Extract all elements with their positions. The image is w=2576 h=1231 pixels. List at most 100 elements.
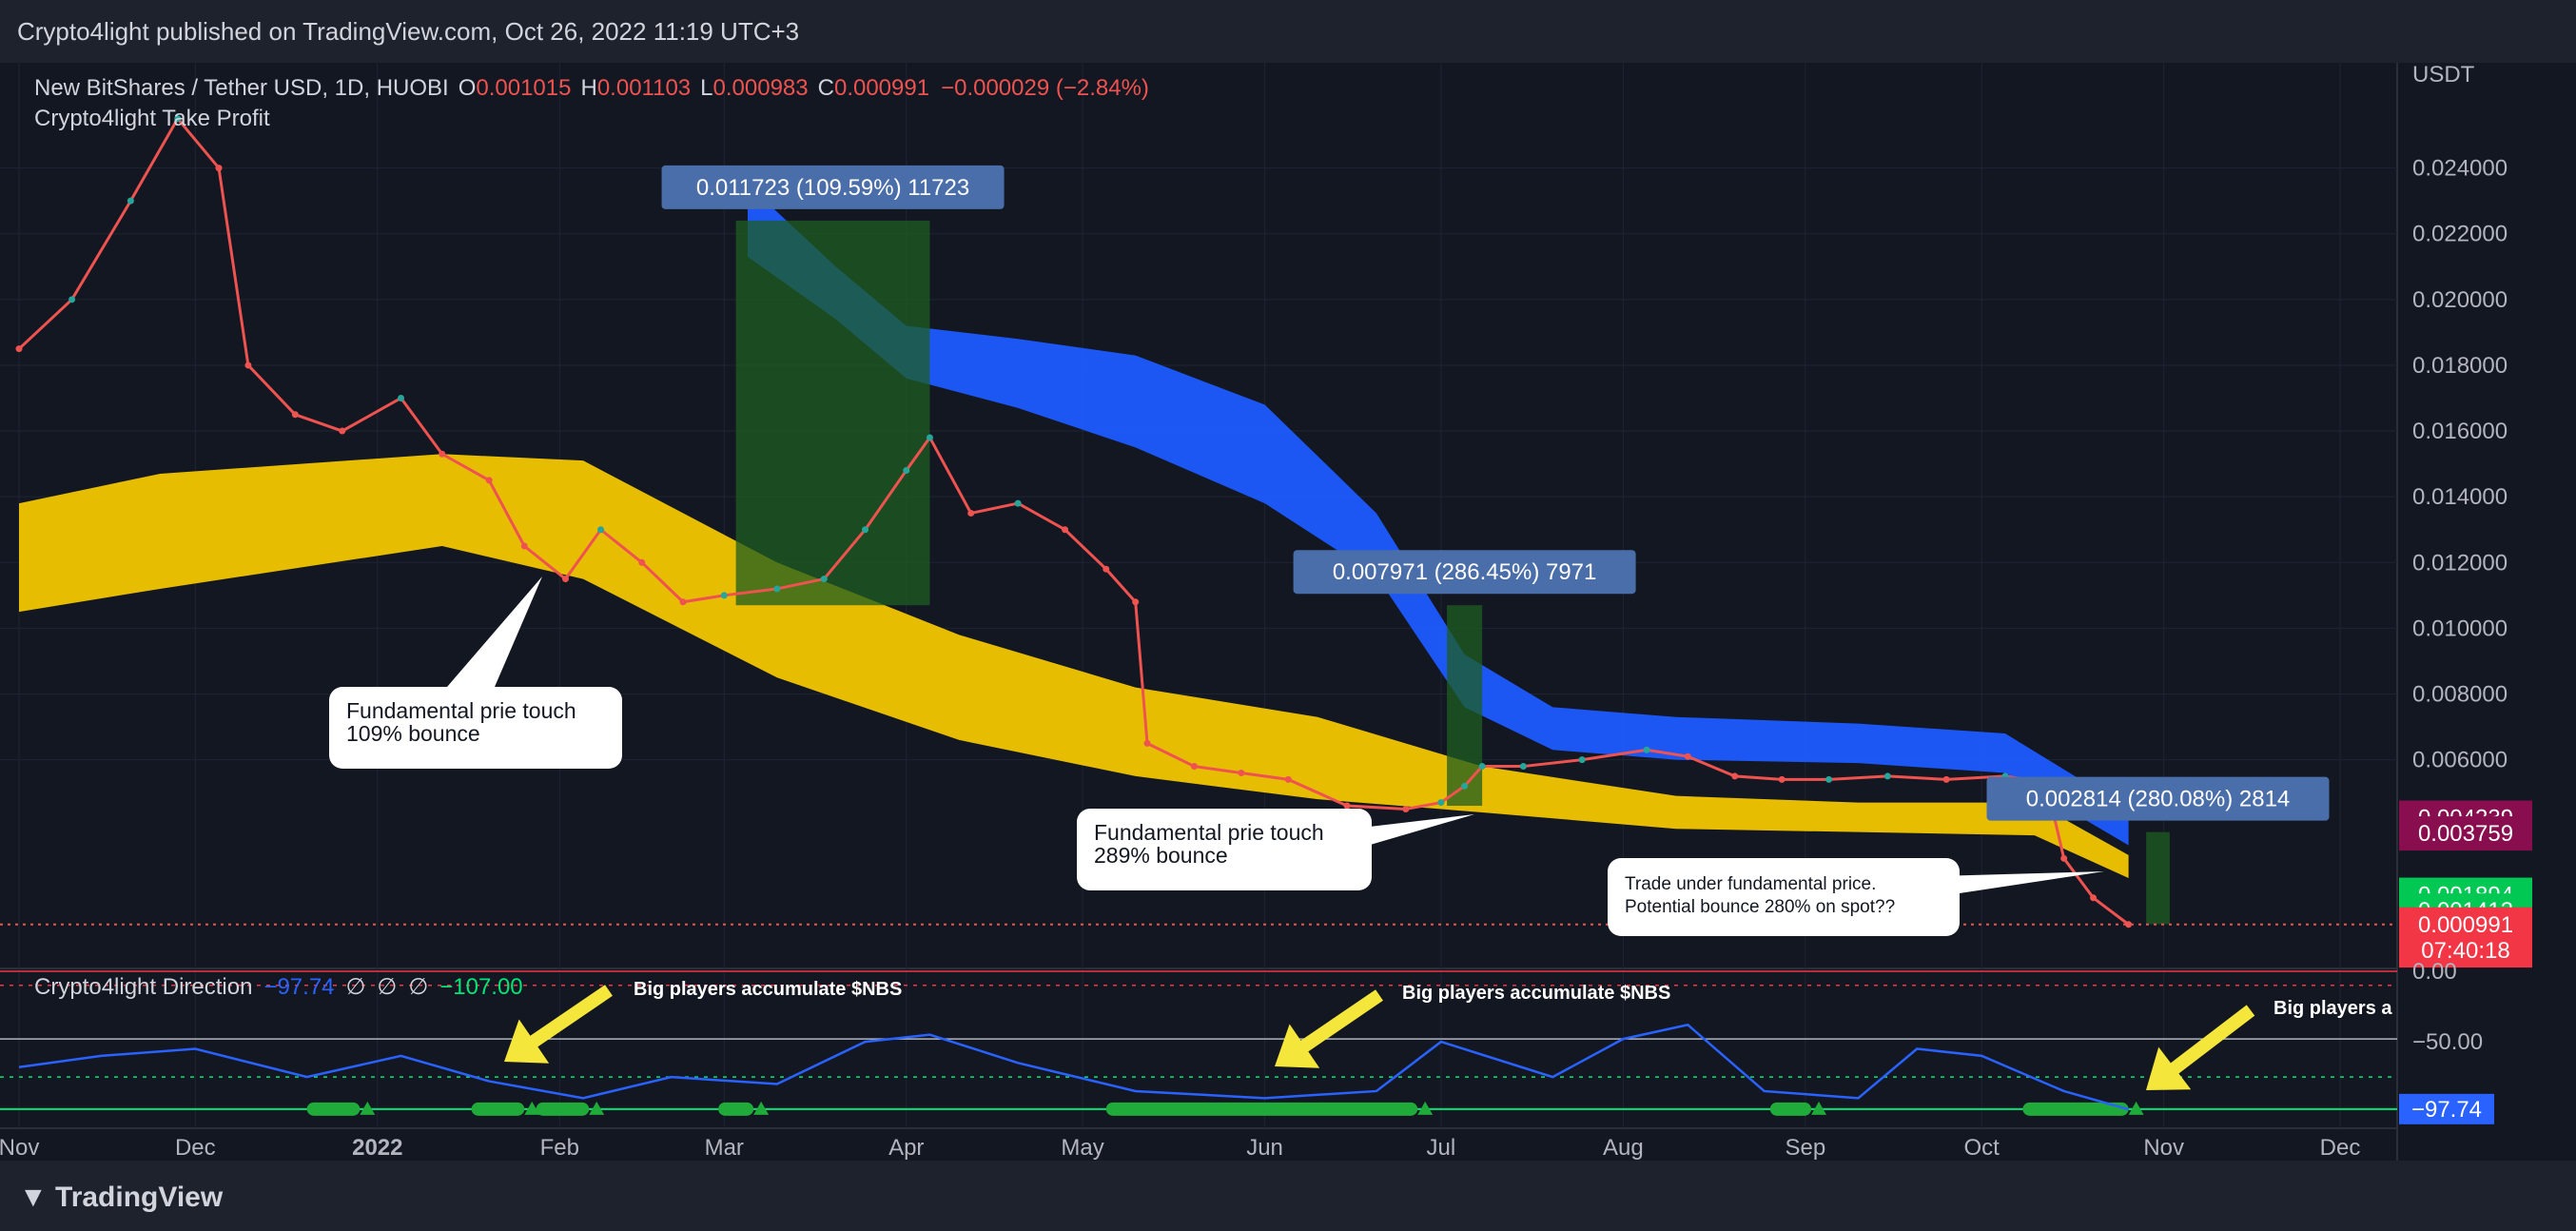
accumulation-zone bbox=[2022, 1102, 2129, 1116]
publish-header: Crypto4light published on TradingView.co… bbox=[0, 0, 2576, 63]
osc-annotation: Big players accumulate $NBS bbox=[1275, 983, 1670, 1068]
price-point bbox=[720, 592, 728, 599]
high-label: H bbox=[580, 75, 596, 101]
price-point bbox=[1519, 763, 1527, 771]
callout: Trade under fundamental price. Potential … bbox=[1608, 858, 2104, 936]
range-tag-bg bbox=[661, 165, 1005, 209]
price-point bbox=[1343, 802, 1351, 810]
price-point bbox=[1402, 805, 1410, 812]
price-point bbox=[1643, 746, 1650, 753]
price-point bbox=[820, 576, 828, 583]
x-tick-label: Mar bbox=[705, 1135, 744, 1161]
axes: 0.024000 0.022000 0.020000 0.018000 0.016000… bbox=[0, 63, 2532, 1161]
high-value: 0.001103 bbox=[597, 75, 691, 101]
price-point bbox=[1132, 598, 1140, 606]
price-chart-svg[interactable]: 0.024000 0.022000 0.020000 0.018000 0.016000… bbox=[0, 63, 2576, 1161]
chart-area[interactable]: 0.024000 0.022000 0.020000 0.018000 0.016000… bbox=[0, 63, 2576, 1161]
price-point bbox=[1578, 756, 1586, 764]
price-point bbox=[1825, 775, 1833, 783]
annotations: 0.011723 (109.59%) 11723 0.007971 (286.45… bbox=[329, 165, 2392, 1090]
accumulation-marker bbox=[2128, 1101, 2144, 1115]
y-tick-label: 0.006000 bbox=[2412, 748, 2508, 773]
x-tick-label: Aug bbox=[1603, 1135, 1644, 1161]
callout-bg bbox=[1077, 809, 1372, 890]
price-point bbox=[398, 395, 405, 401]
accumulation-marker bbox=[524, 1101, 540, 1115]
price-point bbox=[1437, 799, 1445, 807]
direction-line bbox=[18, 1023, 2129, 1111]
accumulation-marker bbox=[360, 1101, 376, 1115]
price-point bbox=[291, 411, 299, 419]
range-tag: 0.011723 (109.59%) 11723 bbox=[661, 165, 1005, 209]
osc-annotation: Big players accumulate $NBS bbox=[504, 979, 902, 1064]
tradingview-brand: TradingView bbox=[55, 1182, 224, 1213]
price-point bbox=[1238, 769, 1245, 776]
price-point bbox=[215, 165, 223, 172]
price-line bbox=[17, 116, 2130, 926]
osc-annotation-text: Big players accumulate $NBS bbox=[1402, 983, 1670, 1004]
publish-info: Crypto4light published on TradingView.co… bbox=[17, 17, 800, 46]
x-tick-label: Oct bbox=[1964, 1135, 2000, 1161]
x-tick-label: May bbox=[1061, 1135, 1103, 1161]
y-tick-label: 0.008000 bbox=[2412, 682, 2508, 708]
low-label: L bbox=[700, 75, 712, 101]
x-tick-label: 2022 bbox=[352, 1135, 402, 1161]
accumulation-zone bbox=[306, 1102, 361, 1116]
price-point bbox=[485, 477, 493, 484]
price-point bbox=[1778, 775, 1786, 783]
range-box bbox=[2146, 831, 2170, 925]
osc-annotation-arrow bbox=[1275, 989, 1383, 1068]
tradingview-logo[interactable]: ▼ TradingView bbox=[19, 1182, 223, 1214]
osc-value-5: −107.00 bbox=[439, 974, 522, 1000]
price-tag-text: 07:40:18 bbox=[2421, 938, 2509, 964]
y-tick-label: 0.010000 bbox=[2412, 616, 2508, 641]
price-point bbox=[1143, 739, 1151, 747]
price-point bbox=[2090, 894, 2098, 902]
price-tag: 0.003759 bbox=[2399, 816, 2532, 851]
blue-band bbox=[747, 184, 2129, 846]
price-point bbox=[1190, 763, 1198, 771]
price-point bbox=[2060, 854, 2068, 862]
y-tick-label: 0.024000 bbox=[2412, 156, 2508, 182]
range-tag-bg bbox=[1293, 550, 1636, 595]
indicator-name: Crypto4light Take Profit bbox=[34, 106, 270, 131]
accumulation-zone bbox=[1769, 1102, 1812, 1116]
callout-bg bbox=[1608, 858, 1960, 936]
price-point bbox=[339, 427, 346, 435]
yellow-band bbox=[19, 454, 2129, 879]
osc-current-text: −97.74 bbox=[2411, 1097, 2482, 1123]
accumulation-zone bbox=[718, 1102, 754, 1116]
callout-text: 289% bounce bbox=[1094, 843, 1228, 868]
legend-line: New BitShares / Tether USD, 1D, HUOBI O0.… bbox=[34, 75, 1149, 101]
price-point bbox=[174, 115, 182, 123]
accumulation-marker bbox=[1417, 1101, 1434, 1115]
price-point bbox=[1062, 526, 1069, 534]
osc-tick-label: −50.00 bbox=[2412, 1029, 2483, 1055]
y-tick-label: 0.016000 bbox=[2412, 419, 2508, 444]
oscillator-name: Crypto4light Direction bbox=[34, 974, 252, 1000]
range-box bbox=[1447, 605, 1483, 807]
osc-annotation-arrow bbox=[504, 985, 613, 1064]
range-box bbox=[735, 220, 930, 606]
price-point bbox=[1103, 565, 1110, 573]
price-point bbox=[679, 598, 687, 606]
range-tag: 0.007971 (286.45%) 7971 bbox=[1293, 550, 1636, 595]
tradingview-logo-icon: ▼ bbox=[19, 1182, 56, 1213]
price-point bbox=[2125, 921, 2133, 928]
price-point bbox=[1478, 763, 1486, 771]
accumulation-marker bbox=[1811, 1101, 1827, 1115]
x-tick-label: Dec bbox=[2320, 1135, 2361, 1161]
price-point bbox=[1684, 752, 1691, 760]
y-axis-unit: USDT bbox=[2412, 63, 2475, 88]
y-tick-label: 0.020000 bbox=[2412, 287, 2508, 313]
callout-bg bbox=[329, 687, 622, 769]
open-value: 0.001015 bbox=[476, 75, 571, 101]
price-point bbox=[15, 345, 23, 353]
change-value: −0.000029 (−2.84%) bbox=[941, 75, 1149, 101]
osc-current-tag: −97.74 bbox=[2399, 1093, 2494, 1124]
accumulation-zone bbox=[471, 1102, 525, 1116]
osc-value-3: ∅ bbox=[377, 974, 397, 1000]
main-plot bbox=[0, 115, 2397, 928]
x-tick-label: Jul bbox=[1427, 1135, 1456, 1161]
